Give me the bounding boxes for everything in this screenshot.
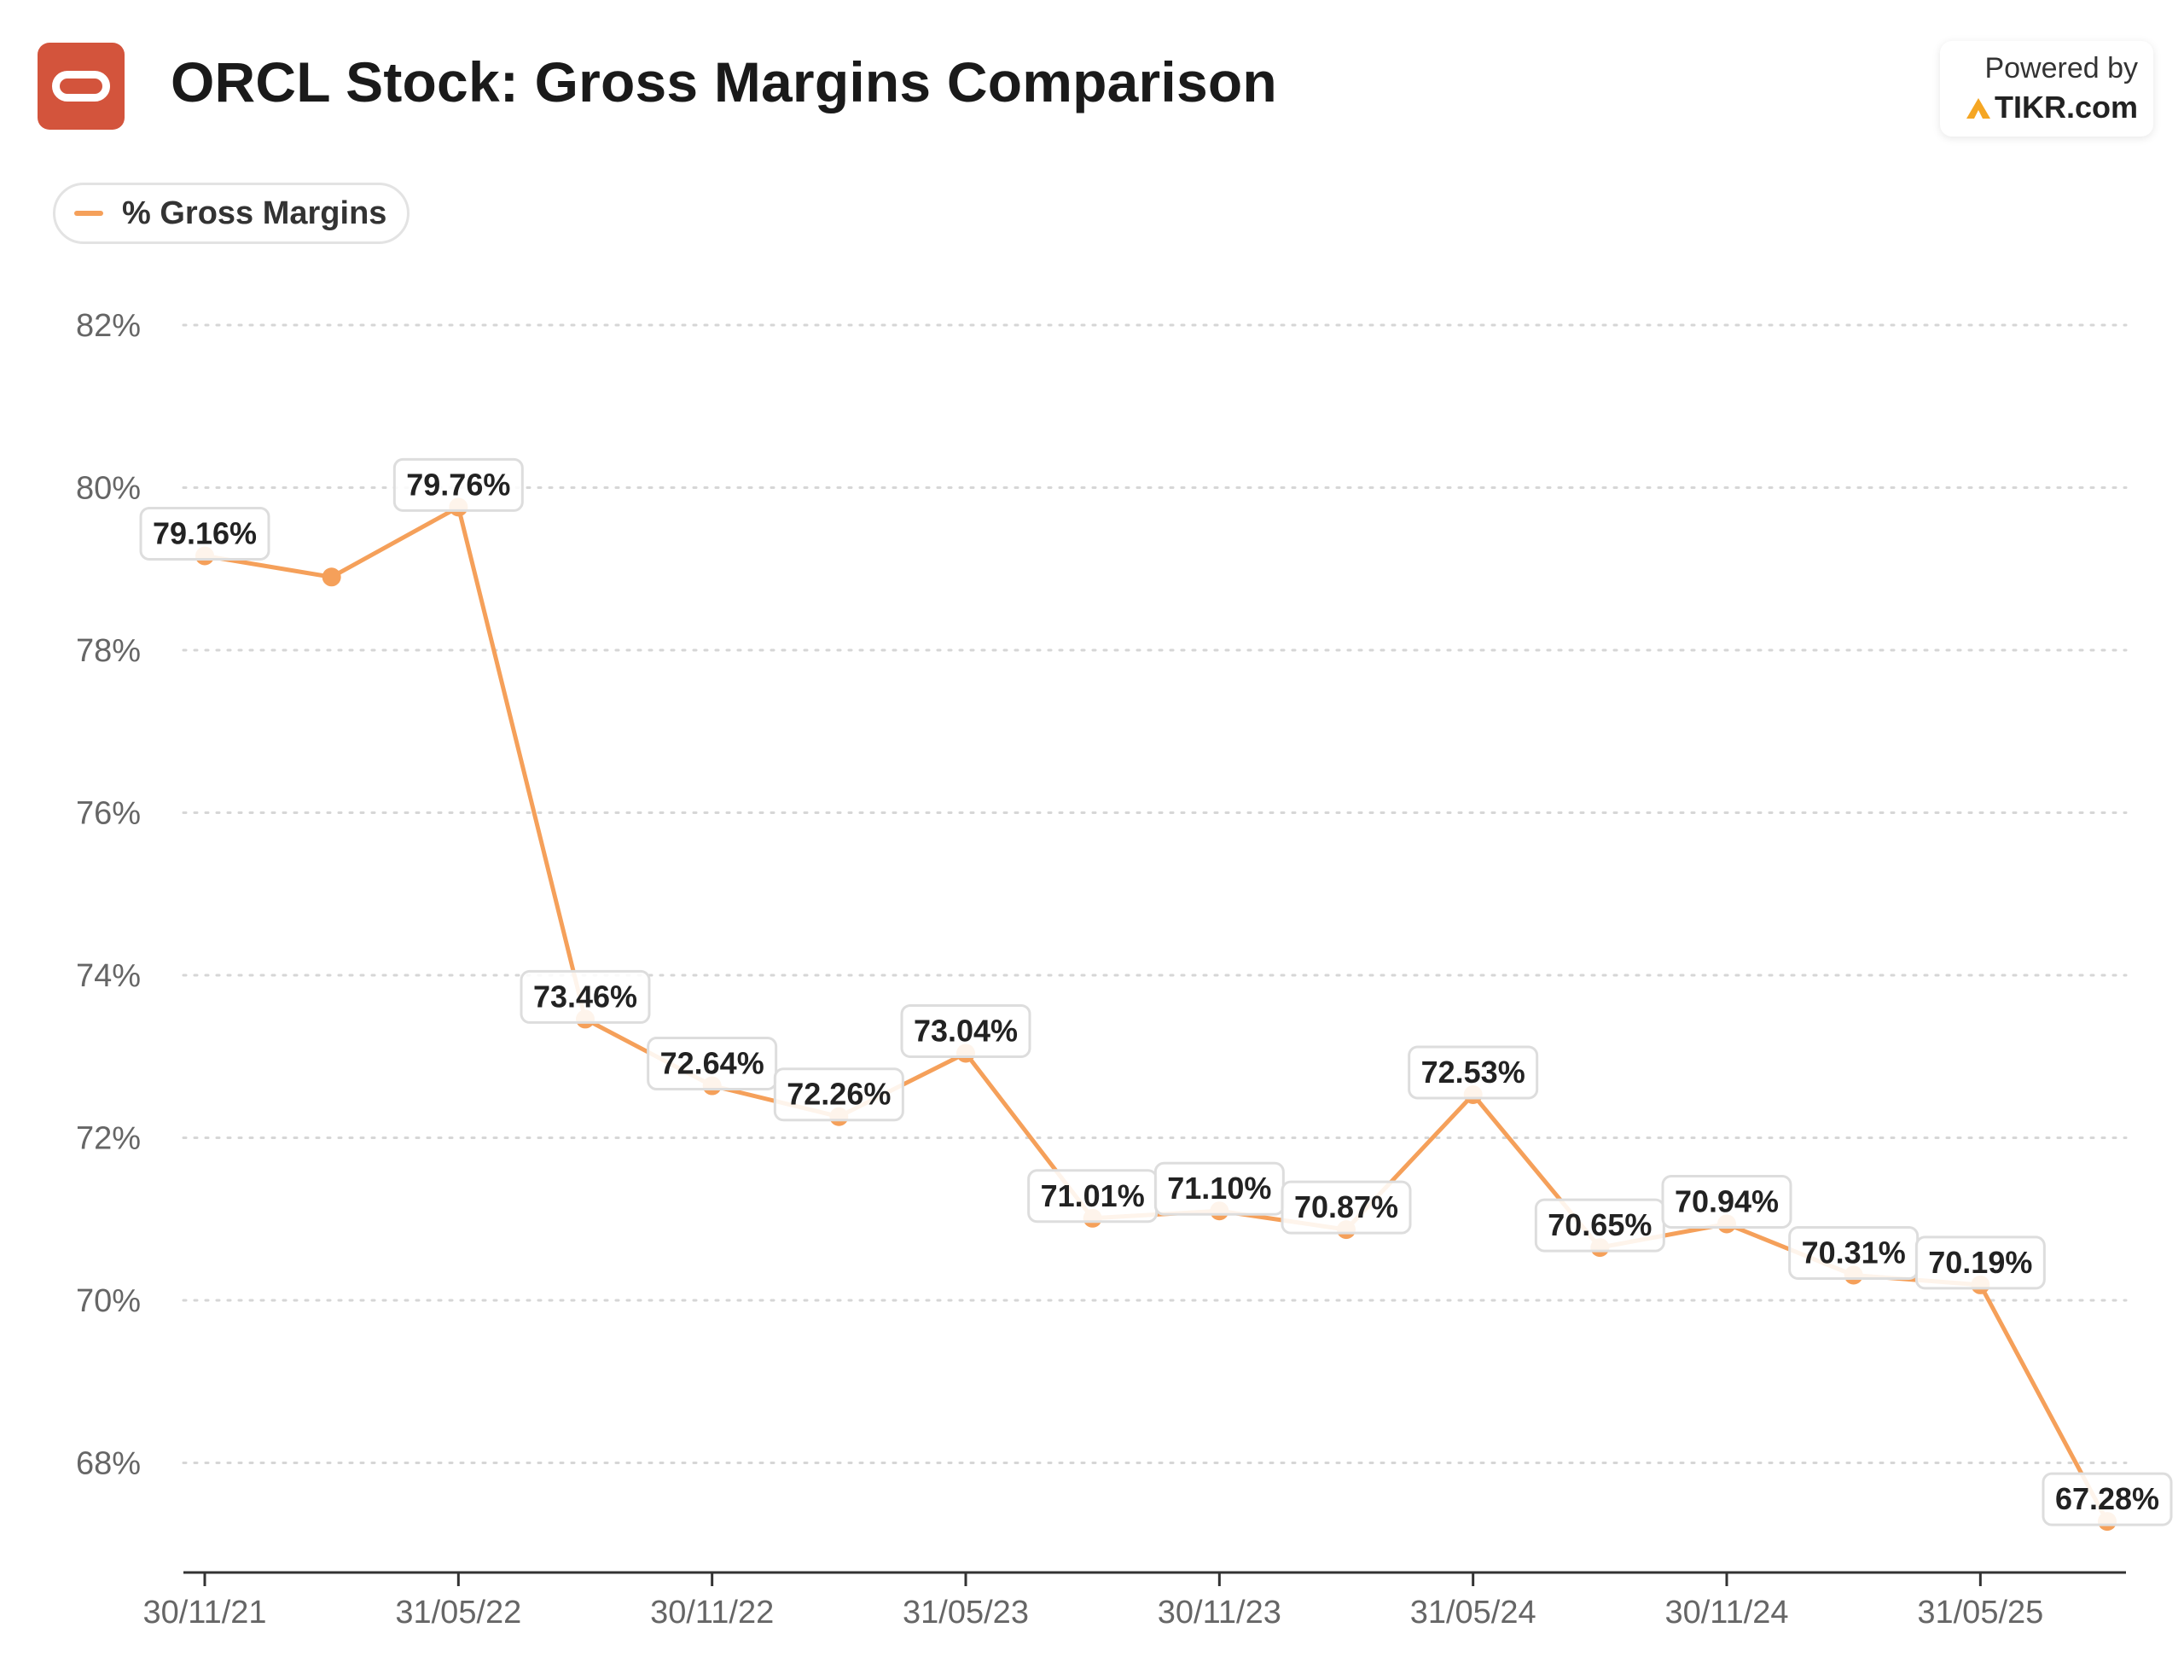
data-label: 71.01% [1027,1169,1159,1224]
data-label-text: 70.94% [1675,1183,1779,1218]
data-label-text: 70.65% [1548,1207,1652,1242]
powered-by-text: Powered by [1984,52,2138,84]
tikr-logo-icon [1966,98,1990,119]
data-label: 70.94% [1661,1174,1792,1229]
x-tick-label: 31/05/22 [395,1595,521,1631]
data-label-text: 79.16% [153,516,257,551]
data-label-text: 71.10% [1167,1171,1271,1206]
data-label: 73.04% [900,1003,1031,1058]
data-label-box [1534,1198,1665,1253]
data-label-text: 67.28% [2055,1481,2159,1516]
data-label-box [139,507,270,561]
x-tick-label: 30/11/24 [1664,1595,1788,1631]
brand-name: TIKR.com [1994,90,2138,125]
data-label-box [1281,1180,1412,1235]
chart-title: ORCL Stock: Gross Margins Comparison [171,50,1277,113]
series-line [202,504,2110,1524]
data-label: 79.76% [392,457,524,512]
data-label: 72.26% [773,1067,904,1122]
x-tick-label: 31/05/23 [903,1595,1029,1631]
data-label-box [1661,1174,1792,1229]
data-label-box [773,1067,904,1122]
data-label-box [2042,1472,2173,1526]
data-label: 71.10% [1153,1161,1285,1216]
y-tick-label: 78% [76,633,141,669]
data-label-text: 72.64% [660,1046,764,1081]
data-label: 73.46% [520,969,651,1024]
y-tick-label: 82% [76,308,141,344]
data-label-text: 79.76% [406,467,510,502]
data-label-text: 70.31% [1802,1235,1906,1270]
y-tick-label: 74% [76,958,141,994]
oracle-logo-icon [52,71,110,102]
data-point [322,567,341,587]
data-label-box [900,1003,1031,1058]
brand-line: TIKR.com [1940,87,2138,128]
data-label: 70.65% [1534,1198,1665,1253]
data-label-text: 73.46% [533,979,637,1014]
oracle-logo [38,43,125,130]
legend-label: % Gross Margins [122,195,387,231]
data-label: 72.53% [1408,1045,1539,1100]
data-label-text: 71.01% [1041,1178,1145,1213]
data-label: 67.28% [2042,1472,2173,1526]
data-label-text: 72.26% [787,1077,891,1112]
data-label-box [1408,1045,1539,1100]
data-label-text: 70.87% [1294,1189,1398,1224]
data-label-text: 72.53% [1421,1055,1525,1090]
data-label-text: 73.04% [914,1013,1018,1048]
data-label: 79.16% [139,507,270,561]
y-tick-label: 80% [76,471,141,507]
x-tick-label: 30/11/22 [650,1595,774,1631]
legend[interactable]: % Gross Margins [53,183,410,244]
data-label: 72.64% [647,1037,778,1091]
data-label: 70.31% [1788,1225,1920,1280]
data-label-box [520,969,651,1024]
y-tick-label: 72% [76,1121,141,1157]
x-tick-label: 31/05/25 [1917,1595,2043,1631]
data-label-box [392,457,524,512]
data-label-box [1914,1235,2046,1290]
legend-swatch [74,211,103,216]
data-label-box [647,1037,778,1091]
powered-by-badge[interactable]: Powered by TIKR.com [1940,41,2153,137]
data-label: 70.19% [1914,1235,2046,1290]
data-label-text: 70.19% [1928,1245,2032,1280]
x-tick-label: 31/05/24 [1410,1595,1536,1631]
y-tick-label: 68% [76,1446,141,1482]
x-tick-label: 30/11/23 [1158,1595,1281,1631]
x-tick-label: 30/11/21 [142,1595,266,1631]
y-tick-label: 70% [76,1283,141,1319]
y-tick-label: 76% [76,796,141,832]
data-label: 70.87% [1281,1180,1412,1235]
